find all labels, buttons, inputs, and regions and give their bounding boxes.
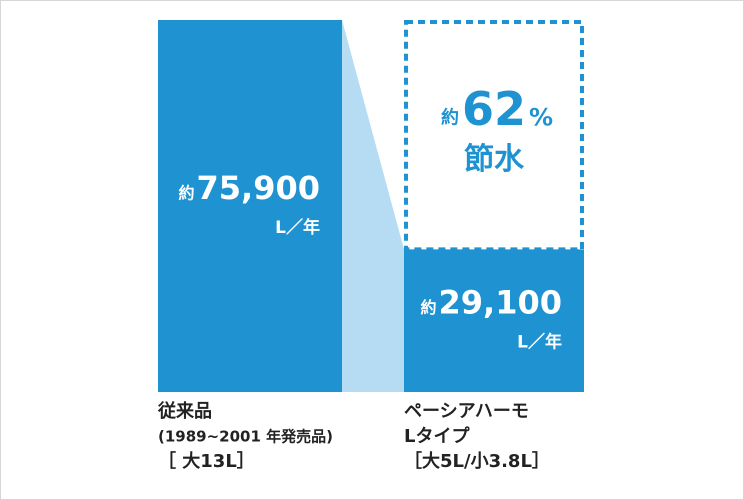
value-unit: L／年 [275,217,320,238]
value-prefix: 約 [421,298,437,317]
annotation-unit: % [529,104,553,132]
value-unit: L／年 [517,332,562,353]
category-label: 従来品 [157,400,212,422]
category-label: ［ 大13L］ [158,450,255,472]
category-label: ペーシアハーモ [404,401,529,422]
annotation-text: 節水 [464,142,525,177]
category-label: (1989~2001 年発売品) [158,428,333,446]
bar [404,249,584,392]
category-label: Lタイプ [404,425,470,447]
value-label: 29,100 [439,284,562,322]
saving-outline [404,20,584,252]
value-prefix: 約 [179,184,195,203]
value-label: 75,900 [197,169,320,207]
connector [342,20,404,392]
bar [158,20,342,392]
annotation-value: 62 [462,82,526,136]
annotation-prefix: 約 [441,107,459,129]
category-label: ［大5L/小3.8L］ [404,450,550,472]
